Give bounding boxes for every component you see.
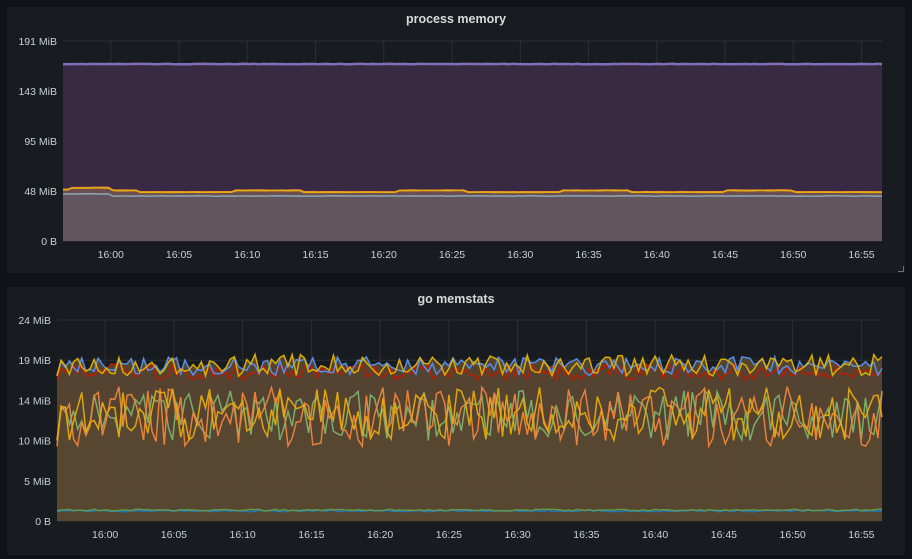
- y-tick-label: 0 B: [35, 516, 51, 528]
- panel-title-process-memory[interactable]: process memory: [405, 12, 507, 26]
- x-tick-label: 16:05: [166, 249, 192, 261]
- y-tick-label: 0 B: [41, 236, 57, 248]
- process-memory-chart[interactable]: 0 B 48 MiB 95 MiB 143 MiB 191 MiB 16:00 16:05 1…: [7, 7, 905, 273]
- x-tick-label: 16:50: [780, 249, 806, 261]
- resize-handle-icon[interactable]: [898, 266, 904, 272]
- x-tick-label: 16:00: [92, 529, 118, 541]
- series-area: [63, 193, 882, 241]
- series-line[interactable]: [56, 361, 883, 383]
- x-tick-label: 16:30: [507, 249, 533, 261]
- y-tick-label: 14 MiB: [18, 395, 51, 407]
- series-line[interactable]: [62, 192, 883, 197]
- y-tick-label: 5 MiB: [24, 476, 51, 488]
- x-tick-label: 16:05: [161, 529, 187, 541]
- x-tick-label: 16:15: [302, 249, 328, 261]
- x-tick-label: 16:45: [712, 249, 738, 261]
- series-line[interactable]: [56, 509, 883, 513]
- y-tick-label: 48 MiB: [24, 186, 57, 198]
- x-tick-label: 16:25: [439, 249, 465, 261]
- series-line[interactable]: [56, 508, 882, 512]
- x-tick-label: 16:50: [779, 529, 805, 541]
- y-tick-label: 10 MiB: [18, 436, 51, 448]
- x-tick-label: 16:55: [848, 249, 874, 261]
- x-tick-label: 16:10: [234, 249, 260, 261]
- series-line[interactable]: [56, 351, 883, 379]
- x-tick-label: 16:00: [98, 249, 124, 261]
- y-tick-label: 143 MiB: [18, 86, 57, 98]
- process-memory-panel[interactable]: process memory 0 B 48 MiB 95 MiB 143 MiB 191…: [7, 7, 905, 273]
- y-tick-label: 24 MiB: [18, 315, 51, 327]
- go-memstats-panel[interactable]: go memstats 0 B 5 MiB 10 MiB 14 MiB 19 MiB 24…: [7, 287, 905, 555]
- x-tick-label: 16:40: [642, 529, 668, 541]
- series-line[interactable]: [56, 354, 883, 377]
- series-line[interactable]: [56, 386, 883, 443]
- x-tick-label: 16:55: [848, 529, 874, 541]
- x-tick-label: 16:40: [644, 249, 670, 261]
- y-tick-label: 191 MiB: [18, 36, 57, 48]
- panel-title-go-memstats[interactable]: go memstats: [417, 292, 495, 306]
- x-tick-label: 16:35: [575, 249, 601, 261]
- go-memstats-chart[interactable]: 0 B 5 MiB 10 MiB 14 MiB 19 MiB 24 MiB 16:00 16:…: [7, 287, 905, 555]
- x-tick-label: 16:10: [229, 529, 255, 541]
- y-tick-label: 19 MiB: [18, 355, 51, 367]
- x-tick-label: 16:20: [367, 529, 393, 541]
- x-tick-label: 16:20: [371, 249, 397, 261]
- x-tick-label: 16:15: [298, 529, 324, 541]
- y-tick-label: 95 MiB: [24, 136, 57, 148]
- x-tick-label: 16:30: [504, 529, 530, 541]
- x-tick-label: 16:35: [573, 529, 599, 541]
- x-tick-label: 16:25: [436, 529, 462, 541]
- series-line[interactable]: [56, 384, 883, 449]
- x-tick-label: 16:45: [711, 529, 737, 541]
- series-line[interactable]: [63, 187, 883, 194]
